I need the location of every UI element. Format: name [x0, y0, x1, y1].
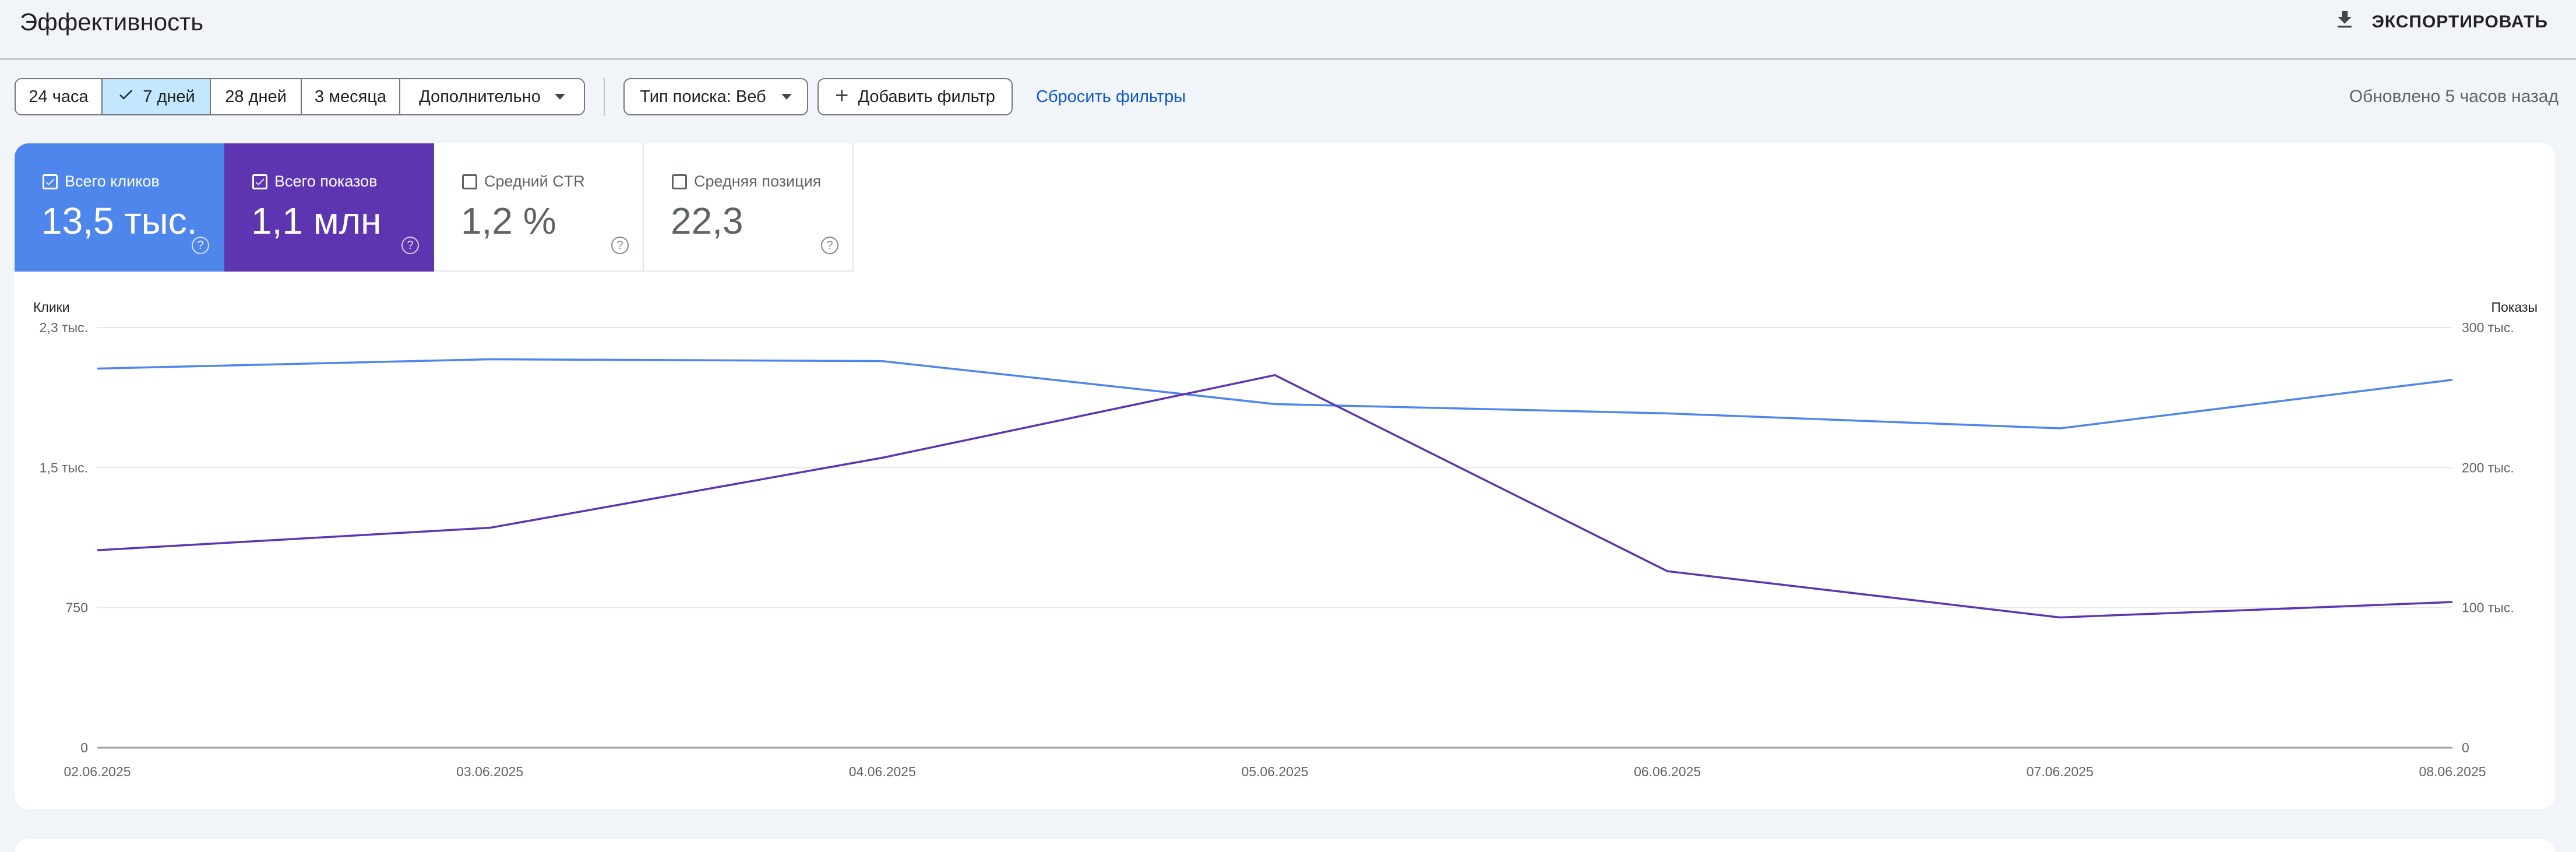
checkbox-unchecked-icon[interactable]	[672, 174, 687, 189]
help-icon[interactable]: ?	[192, 237, 209, 254]
range-24h-label: 24 часа	[29, 87, 89, 106]
metric-label: Средняя позиция	[694, 172, 822, 190]
dropdown-arrow-icon	[554, 94, 565, 100]
metric-label-row: Всего показов	[252, 172, 378, 191]
range-24h-button[interactable]: 24 часа	[16, 79, 103, 114]
export-button[interactable]: ЭКСПОРТИРОВАТЬ	[2333, 8, 2548, 36]
help-icon[interactable]: ?	[611, 237, 629, 254]
metric-label: Всего кликов	[65, 172, 160, 190]
y-left-axis-title: Клики	[33, 300, 70, 315]
checkbox-checked-icon[interactable]	[43, 174, 58, 189]
y-left-tick-label: 1,5 тыс.	[40, 460, 88, 475]
y-left-tick-label: 0	[80, 740, 88, 755]
metric-label: Средний CTR	[484, 172, 585, 190]
metric-label-row: Средняя позиция	[672, 172, 821, 191]
range-28d-button[interactable]: 28 дней	[211, 79, 302, 114]
check-icon	[117, 86, 135, 108]
plus-icon: +	[835, 83, 849, 108]
date-range-selector: 24 часа 7 дней 28 дней 3 месяца Дополнит…	[15, 78, 585, 115]
add-filter-button[interactable]: + Добавить фильтр	[817, 78, 1013, 115]
range-more-dropdown[interactable]: Дополнительно	[400, 79, 584, 114]
range-3m-label: 3 месяца	[314, 87, 387, 106]
download-icon	[2333, 8, 2356, 36]
reset-filters-link[interactable]: Сбросить фильтры	[1036, 87, 1186, 106]
metric-value: 1,2 %	[461, 200, 556, 242]
y-left-tick-label: 2,3 тыс.	[40, 320, 88, 335]
help-icon[interactable]: ?	[821, 237, 838, 254]
range-7d-label: 7 дней	[143, 87, 195, 106]
page-title: Эффективность	[20, 8, 204, 36]
y-right-tick-label: 200 тыс.	[2462, 460, 2514, 475]
x-tick-label: 07.06.2025	[2027, 764, 2094, 779]
updated-status: Обновлено 5 часов назад	[2349, 87, 2559, 106]
filter-toolbar: 24 часа 7 дней 28 дней 3 месяца Дополнит…	[15, 78, 2559, 116]
metric-card-impressions[interactable]: Всего показов 1,1 млн ?	[224, 143, 434, 272]
secondary-card	[15, 839, 2555, 852]
range-7d-button[interactable]: 7 дней	[103, 79, 211, 114]
metric-label: Всего показов	[274, 172, 378, 190]
header-divider	[0, 58, 2576, 60]
range-28d-label: 28 дней	[225, 87, 287, 106]
x-tick-label: 08.06.2025	[2419, 764, 2486, 779]
x-tick-label: 05.06.2025	[1241, 764, 1308, 779]
x-tick-label: 02.06.2025	[64, 764, 131, 779]
add-filter-label: Добавить фильтр	[858, 87, 995, 106]
search-type-dropdown[interactable]: Тип поиска: Веб	[623, 78, 808, 115]
metric-value: 1,1 млн	[251, 200, 382, 242]
toolbar-divider	[604, 78, 605, 116]
y-right-tick-label: 300 тыс.	[2462, 320, 2514, 335]
metric-card-clicks[interactable]: Всего кликов 13,5 тыс. ?	[15, 143, 224, 272]
x-tick-label: 03.06.2025	[456, 764, 523, 779]
range-more-label: Дополнительно	[419, 87, 541, 106]
y-left-tick-label: 750	[66, 600, 88, 615]
performance-line-chart: 0 750 1,5 тыс. 2,3 тыс. 0 100 тыс. 200 тыс. 300…	[33, 300, 2538, 779]
metric-label-row: Средний CTR	[462, 172, 585, 191]
metric-cards: Всего кликов 13,5 тыс. ? Всего показов 1…	[15, 143, 854, 272]
metric-label-row: Всего кликов	[43, 172, 160, 191]
performance-card: Всего кликов 13,5 тыс. ? Всего показов 1…	[15, 143, 2555, 809]
x-tick-label: 06.06.2025	[1634, 764, 1701, 779]
range-3m-button[interactable]: 3 месяца	[302, 79, 400, 114]
y-right-tick-label: 100 тыс.	[2462, 600, 2514, 615]
impressions-series-line	[97, 374, 2453, 619]
y-right-axis-title: Показы	[2491, 300, 2538, 315]
x-tick-label: 04.06.2025	[849, 764, 916, 779]
metric-card-ctr[interactable]: Средний CTR 1,2 % ?	[434, 143, 644, 272]
export-label: ЭКСПОРТИРОВАТЬ	[2371, 12, 2548, 31]
metric-value: 13,5 тыс.	[41, 200, 198, 242]
metric-value: 22,3	[671, 200, 743, 242]
clicks-series-line	[97, 358, 2453, 429]
metric-card-position[interactable]: Средняя позиция 22,3 ?	[644, 143, 854, 272]
y-right-tick-label: 0	[2462, 740, 2469, 755]
checkbox-unchecked-icon[interactable]	[462, 174, 477, 189]
checkbox-checked-icon[interactable]	[252, 174, 267, 189]
search-type-label: Тип поиска: Веб	[640, 87, 766, 106]
help-icon[interactable]: ?	[401, 237, 419, 254]
dropdown-arrow-icon	[781, 94, 792, 100]
